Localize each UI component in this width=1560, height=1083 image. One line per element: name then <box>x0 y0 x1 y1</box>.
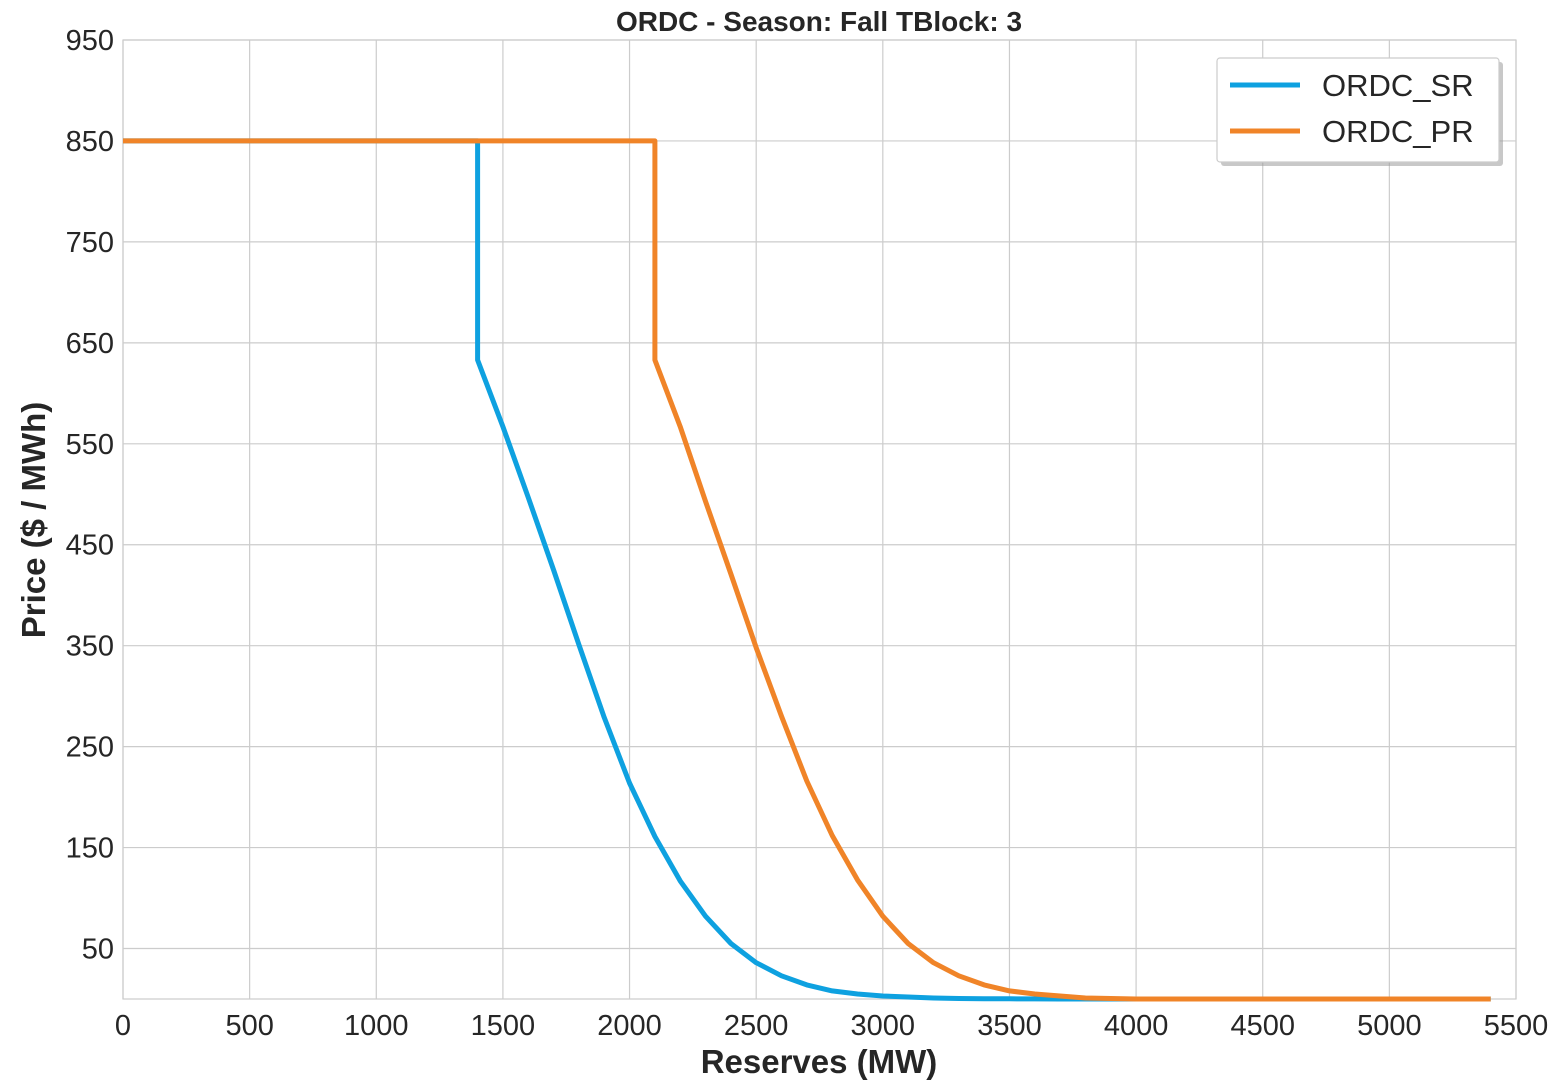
x-tick-label: 500 <box>225 1010 273 1042</box>
x-tick-label: 5500 <box>1484 1010 1549 1042</box>
legend: ORDC_SR ORDC_PR <box>1216 57 1503 166</box>
y-tick-label: 750 <box>66 227 114 259</box>
x-tick-label: 0 <box>115 1010 131 1042</box>
x-axis-label: Reserves (MW) <box>701 1043 938 1080</box>
x-tick-label: 4500 <box>1230 1010 1295 1042</box>
y-tick-label: 150 <box>66 833 114 865</box>
x-tick-label: 3000 <box>851 1010 916 1042</box>
series-line-ordc-sr <box>123 138 1491 1002</box>
y-tick-label: 950 <box>66 25 114 57</box>
series-line-ordc-pr <box>123 138 1491 1002</box>
x-tick-label: 5000 <box>1357 1010 1422 1042</box>
grid-layer <box>122 39 1517 999</box>
chart-title: ORDC - Season: Fall TBlock: 3 <box>616 6 1022 37</box>
x-tick-label: 1000 <box>344 1010 409 1042</box>
x-tick-label: 3500 <box>977 1010 1042 1042</box>
x-tick-labels: 0 500 1000 1500 2000 2500 3000 3500 4000 4500 5000… <box>115 1010 1548 1042</box>
x-tick-label: 2000 <box>597 1010 662 1042</box>
plot-frame <box>122 39 1517 1000</box>
y-tick-label: 650 <box>66 328 114 360</box>
y-tick-label: 450 <box>66 530 114 562</box>
series-layer <box>123 138 1491 1002</box>
x-tick-label: 1500 <box>471 1010 536 1042</box>
y-tick-label: 850 <box>66 126 114 158</box>
x-tick-label: 2500 <box>724 1010 789 1042</box>
y-tick-label: 550 <box>66 429 114 461</box>
x-tick-label: 4000 <box>1104 1010 1169 1042</box>
y-tick-label: 50 <box>82 934 114 966</box>
y-tick-label: 250 <box>66 732 114 764</box>
legend-label-ordc-pr: ORDC_PR <box>1322 114 1474 149</box>
y-tick-labels: 50 150 250 350 450 550 650 750 850 950 <box>66 25 114 966</box>
y-axis-label: Price ($ / MWh) <box>15 402 52 639</box>
legend-label-ordc-sr: ORDC_SR <box>1322 68 1474 103</box>
y-tick-label: 350 <box>66 631 114 663</box>
